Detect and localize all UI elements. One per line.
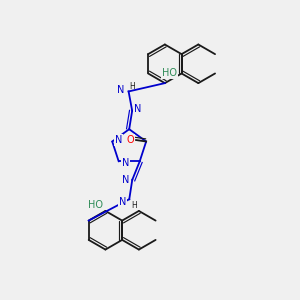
Text: N: N [118, 85, 125, 95]
Text: HO: HO [162, 68, 177, 79]
Text: N: N [134, 104, 142, 114]
Text: N: N [122, 176, 129, 185]
Text: O: O [126, 135, 134, 145]
Text: N: N [119, 196, 126, 207]
Text: N: N [122, 158, 129, 168]
Text: H: H [131, 201, 137, 210]
Text: HO: HO [88, 200, 103, 210]
Text: N: N [115, 135, 122, 145]
Text: H: H [129, 82, 135, 91]
